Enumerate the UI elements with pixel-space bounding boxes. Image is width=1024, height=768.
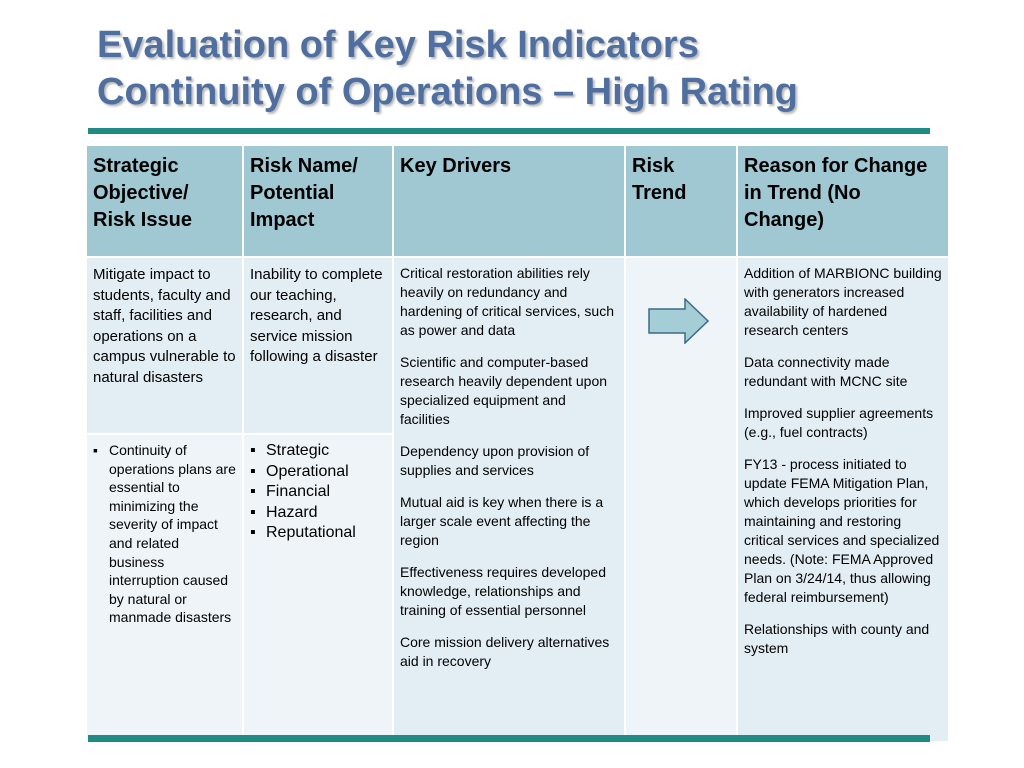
key-driver-item: Core mission delivery alternatives aid i… bbox=[400, 634, 610, 669]
table-row: Mitigate impact to students, faculty and… bbox=[85, 256, 950, 743]
reason-item: Addition of MARBIONC building with gener… bbox=[744, 265, 942, 338]
list-item: Operational bbox=[248, 462, 387, 483]
reason-item: Improved supplier agreements (e.g., fuel… bbox=[744, 405, 934, 440]
key-driver-item: Effectiveness requires developed knowled… bbox=[400, 564, 606, 618]
objective-cell: Mitigate impact to students, faculty and… bbox=[85, 256, 244, 435]
footer-divider bbox=[88, 735, 930, 742]
reason-item: Relationships with county and system bbox=[744, 621, 930, 656]
header-risk-trend: Risk Trend bbox=[624, 144, 738, 258]
key-driver-item: Dependency upon provision of supplies an… bbox=[400, 443, 590, 478]
list-item: Reputational bbox=[248, 523, 387, 544]
key-risk-indicators-table: Strategic Objective/ Risk Issue Risk Nam… bbox=[85, 144, 950, 743]
list-item: Financial bbox=[248, 482, 387, 503]
slide-title: Evaluation of Key Risk Indicators Contin… bbox=[97, 22, 798, 116]
key-driver-item: Scientific and computer-based research h… bbox=[400, 354, 608, 427]
impact-bullets-cell: Strategic Operational Financial Hazard R… bbox=[242, 433, 394, 743]
table-row: Continuity of operations plans are essen… bbox=[85, 433, 949, 743]
table-header-row: Strategic Objective/ Risk Issue Risk Nam… bbox=[85, 144, 950, 258]
reasons-cell: Addition of MARBIONC building with gener… bbox=[736, 256, 950, 743]
list-item: Hazard bbox=[248, 503, 387, 524]
slide-title-line-2: Continuity of Operations – High Rating bbox=[97, 71, 798, 113]
objective-bullets-cell: Continuity of operations plans are essen… bbox=[85, 433, 244, 743]
header-key-drivers: Key Drivers bbox=[392, 144, 626, 258]
objective-bullet-list: Continuity of operations plans are essen… bbox=[91, 441, 237, 627]
list-item: Continuity of operations plans are essen… bbox=[91, 441, 237, 627]
risk-trend-cell bbox=[624, 256, 738, 743]
key-drivers-cell: Critical restoration abilities rely heav… bbox=[392, 256, 626, 743]
right-arrow-icon bbox=[648, 298, 710, 344]
impact-bullet-list: Strategic Operational Financial Hazard R… bbox=[248, 441, 387, 544]
title-divider bbox=[88, 128, 930, 134]
reason-item: Data connectivity made redundant with MC… bbox=[744, 354, 908, 389]
key-driver-item: Critical restoration abilities rely heav… bbox=[400, 265, 614, 338]
key-driver-item: Mutual aid is key when there is a larger… bbox=[400, 494, 604, 548]
header-strategic-objective: Strategic Objective/ Risk Issue bbox=[85, 144, 244, 258]
reason-item: FY13 - process initiated to update FEMA … bbox=[744, 456, 940, 605]
risk-name-cell: Inability to complete our teaching, rese… bbox=[242, 256, 394, 435]
slide-title-line-1: Evaluation of Key Risk Indicators bbox=[97, 24, 699, 66]
header-reason-for-change: Reason for Change in Trend (No Change) bbox=[736, 144, 950, 258]
header-risk-name: Risk Name/ Potential Impact bbox=[242, 144, 394, 258]
list-item: Strategic bbox=[248, 441, 387, 462]
